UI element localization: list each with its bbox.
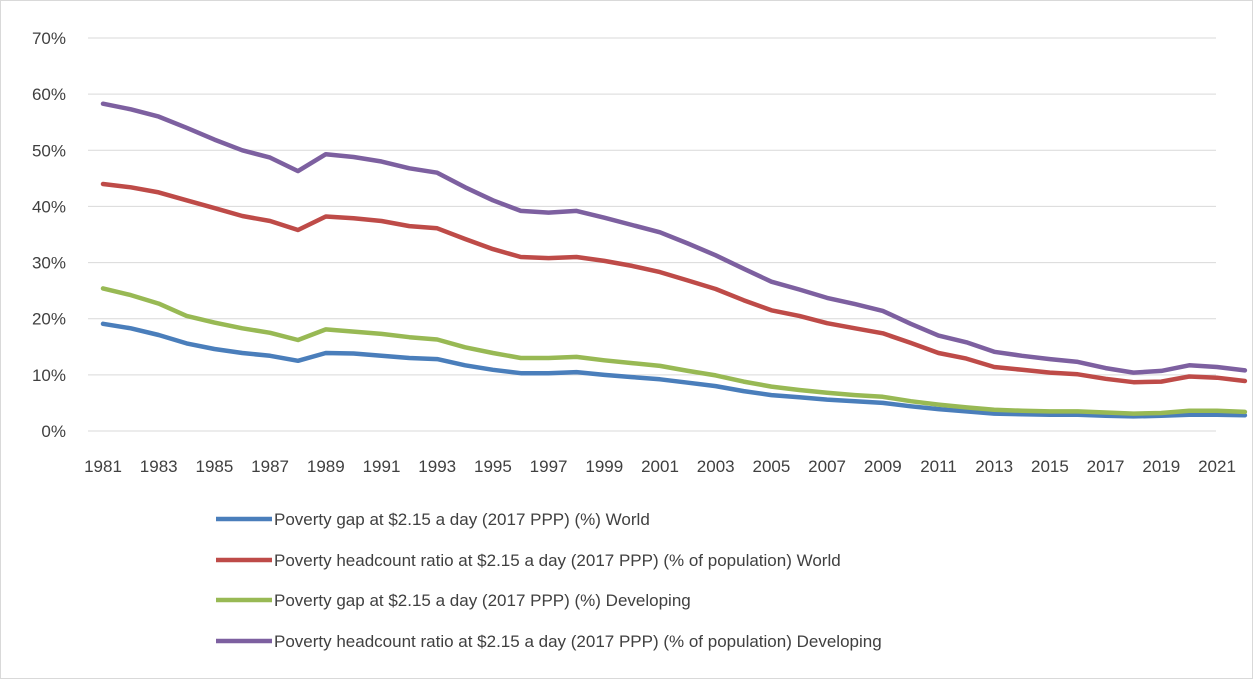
x-tick-label: 2001 — [641, 457, 679, 476]
legend: Poverty gap at $2.15 a day (2017 PPP) (%… — [216, 510, 882, 651]
series-line-4 — [100, 101, 1248, 375]
x-tick-label: 1997 — [530, 457, 568, 476]
y-tick-label: 0% — [41, 422, 66, 441]
x-tick-label: 1981 — [84, 457, 122, 476]
x-tick-label: 2005 — [752, 457, 790, 476]
legend-label-1: Poverty gap at $2.15 a day (2017 PPP) (%… — [274, 510, 650, 529]
y-tick-label: 50% — [32, 141, 66, 160]
series-line-3 — [100, 286, 1248, 416]
x-tick-label: 1985 — [195, 457, 233, 476]
series-line-2 — [100, 181, 1248, 385]
gridlines — [88, 37, 1216, 432]
x-tick-label: 1993 — [418, 457, 456, 476]
legend-label-3: Poverty gap at $2.15 a day (2017 PPP) (%… — [274, 591, 691, 610]
series-lines — [100, 101, 1248, 419]
x-tick-label: 2003 — [697, 457, 735, 476]
x-tick-label: 2007 — [808, 457, 846, 476]
y-tick-label: 60% — [32, 85, 66, 104]
x-tick-label: 2019 — [1142, 457, 1180, 476]
legend-label-4: Poverty headcount ratio at $2.15 a day (… — [274, 632, 882, 651]
y-tick-label: 40% — [32, 197, 66, 216]
x-tick-label: 1987 — [251, 457, 289, 476]
legend-label-2: Poverty headcount ratio at $2.15 a day (… — [274, 551, 841, 570]
x-tick-label: 1989 — [307, 457, 345, 476]
x-tick-label: 1995 — [474, 457, 512, 476]
y-tick-label: 20% — [32, 310, 66, 329]
x-tick-label: 2013 — [975, 457, 1013, 476]
x-tick-label: 1991 — [363, 457, 401, 476]
x-tick-label: 2009 — [864, 457, 902, 476]
y-tick-label: 10% — [32, 366, 66, 385]
x-tick-label: 2021 — [1198, 457, 1236, 476]
x-tick-label: 1999 — [585, 457, 623, 476]
x-tick-label: 2017 — [1087, 457, 1125, 476]
x-tick-label: 2015 — [1031, 457, 1069, 476]
x-tick-label: 1983 — [140, 457, 178, 476]
y-tick-label: 30% — [32, 254, 66, 273]
y-axis-tick-labels: 0% 10% 20% 30% 40% 50% 60% 70% — [32, 29, 66, 441]
x-tick-label: 2011 — [920, 457, 957, 476]
y-tick-label: 70% — [32, 29, 66, 48]
series-line-1 — [100, 321, 1248, 419]
x-axis-tick-labels: 1981 1983 1985 1987 1989 1991 1993 1995 1997 1999… — [84, 457, 1236, 476]
